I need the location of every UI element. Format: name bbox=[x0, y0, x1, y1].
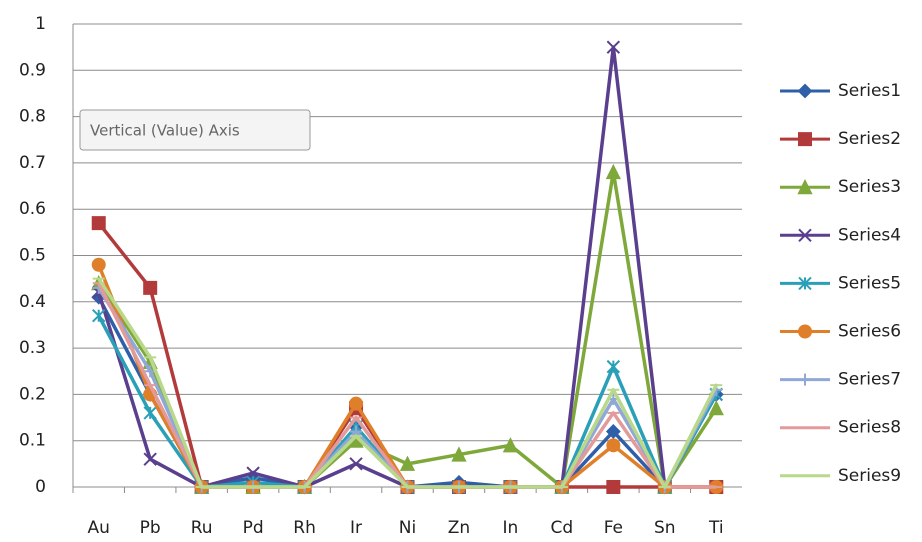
legend-marker bbox=[798, 276, 812, 291]
tooltip-text: Vertical (Value) Axis bbox=[90, 122, 240, 140]
x-tick-label: Ru bbox=[191, 518, 213, 538]
series-line bbox=[97, 222, 717, 489]
x-tick-label: Au bbox=[88, 518, 110, 538]
y-tick-label: 0.3 bbox=[19, 338, 46, 358]
x-tick-label: Pb bbox=[140, 518, 161, 538]
x-tick-label: In bbox=[503, 518, 519, 538]
marker bbox=[349, 396, 364, 411]
legend-marker bbox=[798, 132, 812, 147]
x-tick-label: Ni bbox=[399, 518, 416, 538]
legend-label: Series8 bbox=[838, 418, 901, 438]
marker bbox=[143, 406, 157, 420]
y-tick-label: 0.6 bbox=[19, 199, 46, 219]
x-tick-label: Cd bbox=[551, 518, 574, 538]
series-line bbox=[97, 170, 718, 489]
tooltip-box bbox=[79, 109, 311, 151]
marker bbox=[606, 438, 621, 453]
y-tick-label: 0 bbox=[35, 477, 46, 497]
marker bbox=[399, 455, 416, 471]
x-tick-label: Pd bbox=[243, 518, 264, 538]
legend-marker bbox=[797, 83, 813, 99]
legend-marker bbox=[797, 178, 813, 195]
legend-label: Series6 bbox=[838, 322, 901, 342]
y-tick-label: 0.9 bbox=[19, 60, 46, 80]
marker bbox=[91, 257, 106, 272]
tooltip: Vertical (Value) Axis bbox=[79, 109, 311, 151]
legend-label: Series3 bbox=[838, 177, 901, 197]
marker bbox=[349, 457, 363, 471]
marker bbox=[143, 280, 158, 295]
marker bbox=[606, 359, 621, 374]
y-tick-label: 0.2 bbox=[19, 384, 46, 404]
marker bbox=[708, 400, 724, 416]
y-tick-label: 0.5 bbox=[19, 246, 46, 266]
legend-marker bbox=[798, 324, 812, 339]
legend-label: Series5 bbox=[838, 273, 901, 293]
legend-label: Series9 bbox=[838, 466, 901, 486]
marker bbox=[143, 452, 157, 466]
legend-label: Series7 bbox=[838, 370, 901, 390]
marker bbox=[605, 424, 621, 439]
marker bbox=[502, 437, 519, 453]
y-tick-label: 0.7 bbox=[19, 153, 46, 173]
marker bbox=[451, 446, 467, 462]
x-tick-label: Fe bbox=[604, 518, 623, 538]
marker bbox=[605, 163, 621, 180]
legend-label: Series2 bbox=[838, 129, 901, 149]
x-tick-label: Zn bbox=[448, 518, 470, 538]
x-tick-label: Sn bbox=[654, 518, 676, 538]
marker bbox=[606, 40, 621, 54]
legend-label: Series4 bbox=[838, 225, 901, 245]
y-tick-label: 0.1 bbox=[19, 431, 46, 451]
x-tick-label: Rh bbox=[293, 518, 316, 538]
legend-marker bbox=[798, 228, 812, 243]
legend-label: Series1 bbox=[838, 81, 901, 101]
y-tick-label: 0.4 bbox=[19, 292, 46, 312]
legend-marker bbox=[799, 373, 811, 386]
marker bbox=[91, 216, 106, 231]
y-tick-label: 0.8 bbox=[19, 107, 46, 127]
y-tick-label: 1 bbox=[35, 14, 46, 34]
x-tick-label: Ir bbox=[350, 518, 362, 538]
marker bbox=[92, 308, 106, 323]
marker bbox=[606, 480, 621, 494]
x-tick-label: Ti bbox=[708, 518, 724, 538]
